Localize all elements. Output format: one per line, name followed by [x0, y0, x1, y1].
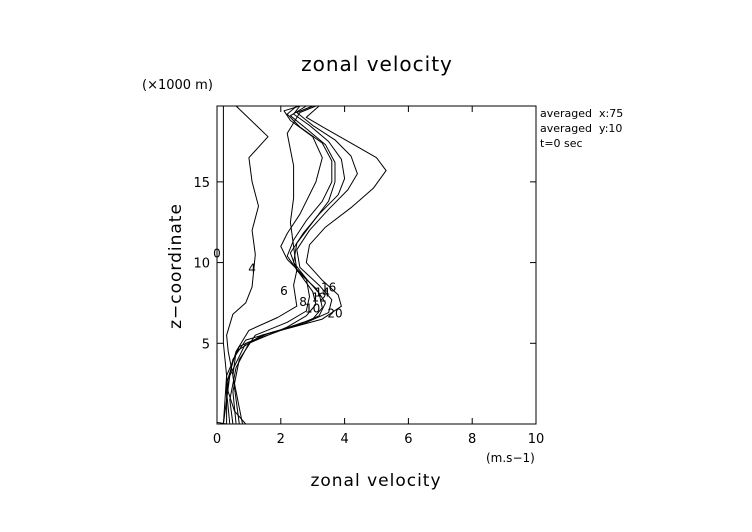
y-axis-title: z−coordinate — [166, 203, 186, 329]
info-line-y: averaged y:10 — [540, 122, 622, 135]
y-tick-label: 15 — [193, 176, 210, 191]
x-unit-label: (m.s−1) — [486, 451, 535, 465]
x-axis-title: zonal velocity — [310, 471, 441, 491]
contour-label-14: 14 — [315, 285, 330, 299]
contour-line-14 — [226, 105, 346, 424]
x-tick-label: 2 — [277, 432, 285, 447]
contour-line-10 — [229, 105, 333, 425]
contour-lines — [216, 105, 387, 425]
info-line-x: averaged x:75 — [540, 107, 623, 120]
contour-label-20: 20 — [327, 306, 342, 320]
contour-label-16: 16 — [321, 281, 336, 295]
contour-label-12: 12 — [311, 290, 326, 304]
contour-label-8: 8 — [299, 295, 307, 309]
contour-label-10: 10 — [305, 302, 320, 316]
y-unit-label: (×1000 m) — [142, 78, 213, 93]
y-tick-label: 5 — [202, 337, 210, 352]
contour-label-0: 0 — [213, 247, 221, 261]
contour-line-16 — [222, 105, 358, 425]
chart-title: zonal velocity — [301, 52, 453, 76]
contour-line-0 — [216, 106, 227, 425]
contour-line-20 — [222, 105, 387, 425]
x-tick-label: 0 — [213, 432, 221, 447]
info-line-time: t=0 sec — [540, 137, 583, 150]
contour-line-4 — [226, 105, 269, 425]
x-tick-label: 6 — [404, 432, 412, 447]
contour-line-12 — [226, 105, 336, 425]
info-box: averaged x:75 averaged y:10 t=0 sec — [540, 107, 623, 150]
contour-label-4: 4 — [248, 261, 256, 275]
x-tick-label: 10 — [528, 432, 545, 447]
y-tick-label: 10 — [193, 257, 210, 272]
x-tick-label: 8 — [468, 432, 476, 447]
contour-line-6 — [232, 105, 317, 425]
contour-label-6: 6 — [280, 284, 288, 298]
plot-frame — [216, 105, 537, 425]
x-tick-label: 4 — [340, 432, 348, 447]
